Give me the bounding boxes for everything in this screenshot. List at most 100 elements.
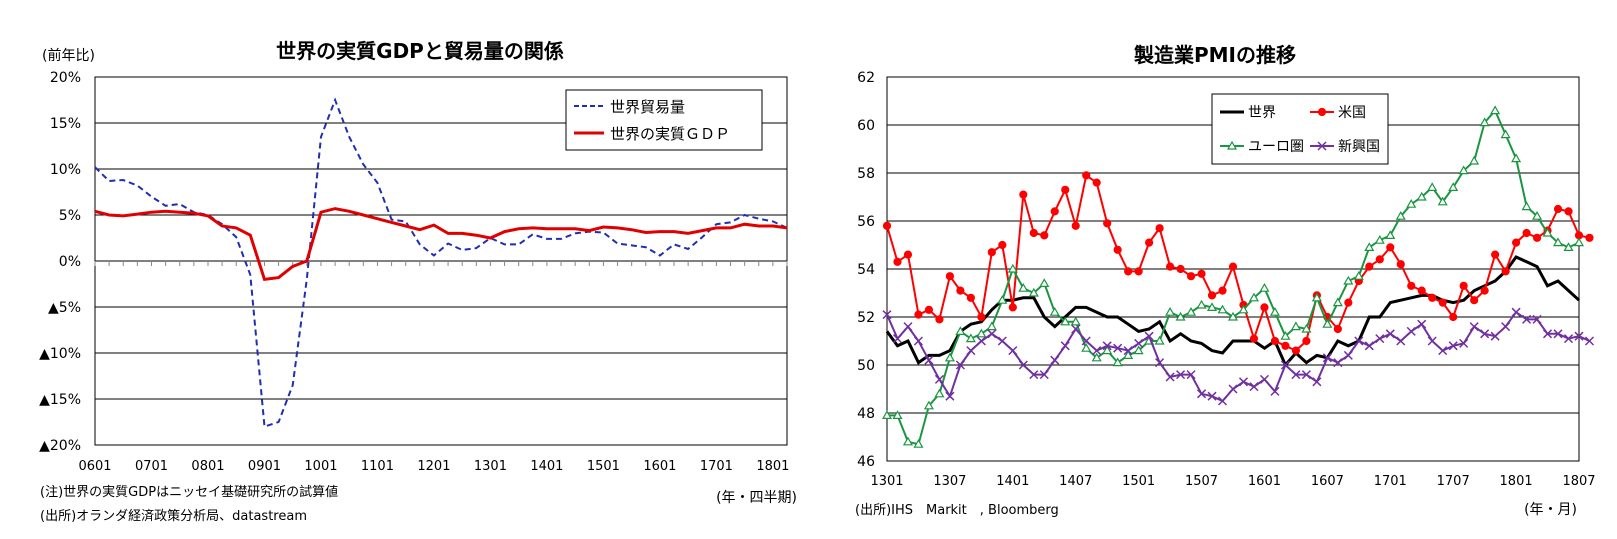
right-point-emerging [1375,334,1385,344]
right-point-eurozone [1049,306,1060,316]
right-point-eurozone [1500,129,1511,139]
right-point-us [1291,346,1301,355]
right-point-us [1553,204,1563,214]
right-point-emerging [1259,374,1269,384]
left-x-tick-label: 0801 [191,459,224,474]
right-point-eurozone [1406,198,1417,208]
right-y-tick-label: 60 [857,118,875,134]
right-point-us [1396,260,1405,269]
right-point-eurozone [1385,230,1396,239]
right-point-emerging [1459,338,1469,348]
right-point-eurozone [1186,306,1197,316]
right-point-us [1407,281,1416,290]
right-point-us [1449,312,1458,322]
right-point-us [1103,219,1112,228]
right-chart-x-unit: (年・月) [1524,502,1577,518]
left-x-tick-label: 1201 [417,459,450,474]
right-legend-marker [1226,140,1238,150]
left-x-tick-label: 1401 [530,459,563,474]
right-point-us [1501,267,1510,276]
right-point-eurozone [1290,321,1301,331]
right-point-us [1522,228,1531,238]
right-point-us [1092,178,1101,187]
right-point-us [1165,262,1175,271]
right-point-eurozone [1133,345,1144,355]
right-y-tick-label: 52 [857,310,875,326]
right-x-tick-label: 1707 [1437,474,1470,489]
right-x-tick-label: 1507 [1185,474,1218,489]
right-chart-title: 製造業PMIの推移 [1134,43,1296,67]
right-point-eurozone [1070,316,1081,326]
right-point-emerging [1532,314,1542,324]
right-point-eurozone [1542,227,1553,237]
right-point-eurozone [1060,316,1071,326]
right-point-emerging [1165,372,1175,382]
right-y-tick-label: 48 [857,406,875,422]
right-point-emerging [966,346,976,356]
right-point-eurozone [1448,182,1459,191]
right-point-us [1050,207,1059,216]
right-point-us [1040,231,1049,240]
right-y-tick-label: 46 [857,454,875,470]
right-point-eurozone [1353,270,1364,280]
right-point-emerging [1522,314,1532,324]
right-point-emerging [1060,341,1070,351]
right-point-emerging [1438,346,1448,356]
right-point-eurozone [1563,242,1574,251]
left-y-tick-label: 5% [59,208,81,224]
right-point-emerging [1186,370,1196,380]
right-point-emerging [1511,307,1521,317]
right-point-us [1071,221,1080,230]
right-point-emerging [892,334,903,344]
right-point-emerging [1207,391,1217,401]
right-x-tick-label: 1601 [1248,474,1281,489]
right-point-emerging [955,360,965,370]
right-legend-label: 米国 [1338,105,1366,121]
right-point-us [1491,250,1500,259]
right-point-eurozone [1018,282,1029,292]
right-point-us [1511,238,1521,247]
left-chart-note-1: (注)世界の実質GDPはニッセイ基礎研究所の試算値 [40,484,338,500]
right-point-emerging [1396,336,1406,346]
right-point-us [1249,334,1259,343]
right-point-emerging [1029,370,1039,380]
right-point-us [1228,262,1238,271]
right-point-us [998,240,1007,250]
right-point-emerging [1050,355,1060,365]
right-point-emerging [997,336,1007,346]
right-point-eurozone [1248,292,1260,302]
right-point-emerging [1417,319,1427,329]
right-point-emerging [1217,396,1228,406]
right-x-tick-label: 1301 [870,474,903,489]
right-point-emerging [1448,341,1458,351]
right-point-eurozone [1196,299,1207,309]
right-point-emerging [976,336,986,346]
right-point-us [1113,245,1122,254]
right-legend-label: 新興国 [1338,139,1380,155]
right-point-eurozone [1458,165,1469,175]
left-chart-unit-label: (前年比) [42,47,95,64]
right-point-eurozone [1374,234,1385,244]
right-point-us [1532,233,1542,242]
right-point-us [1386,243,1395,252]
right-point-eurozone [913,438,924,448]
right-point-us [1260,303,1269,312]
right-point-eurozone [944,352,955,362]
right-point-eurozone [1091,352,1102,362]
right-point-us [1134,267,1143,276]
right-point-us [945,272,955,281]
right-point-eurozone [1269,306,1280,316]
right-point-emerging [924,355,934,365]
right-x-tick-label: 1607 [1311,474,1344,489]
right-point-eurozone [1573,237,1585,247]
right-point-emerging [1322,353,1332,363]
right-point-eurozone [1416,191,1427,201]
right-point-eurozone [1217,304,1228,314]
right-point-emerging [1176,370,1186,380]
right-point-emerging [1553,329,1563,339]
right-point-eurozone [1238,304,1249,314]
right-point-eurozone [923,400,934,410]
right-point-eurozone [1479,117,1490,127]
right-point-eurozone [1301,323,1312,333]
